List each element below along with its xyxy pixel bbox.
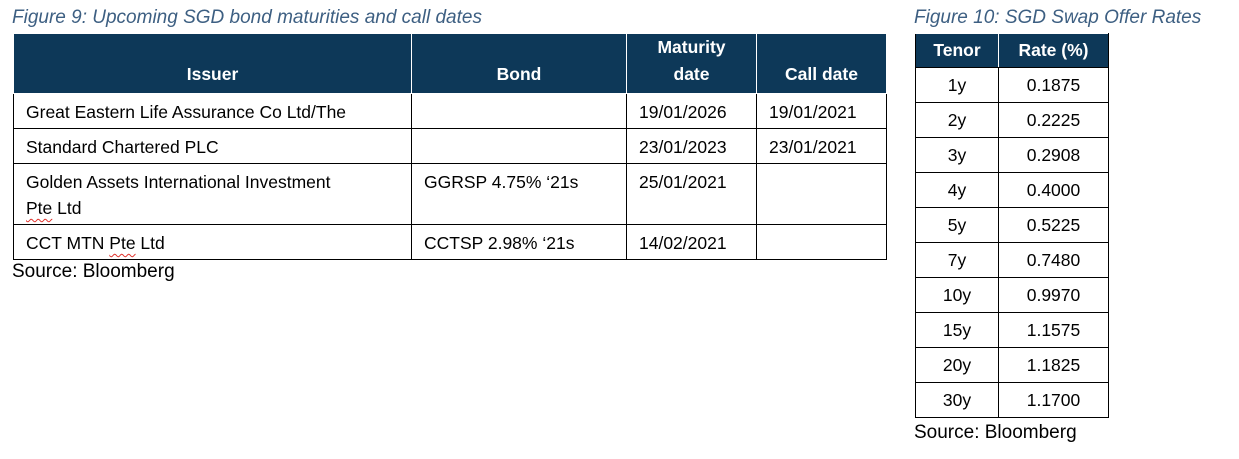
issuer-line1: Golden Assets International Investment [26,172,331,192]
maturity-date-cell: 23/01/2023 [626,128,757,164]
rate-cell: 0.9970 [998,277,1109,313]
table-row: 7y 0.7480 [915,242,1109,278]
maturity-header-line1: Maturity [657,37,726,57]
tenor-cell: 2y [915,102,999,138]
table-row: 2y 0.2225 [915,102,1109,138]
tenor-cell: 5y [915,207,999,243]
column-header-call-date: Call date [756,33,887,94]
table-header-row: Tenor Rate (%) [915,33,1109,68]
rate-cell: 0.1875 [998,67,1109,103]
column-header-bond: Bond [411,33,627,94]
bond-cell [411,128,627,164]
maturity-header-line2: date [673,64,710,84]
figure9-source: Source: Bloomberg [12,261,175,282]
spellcheck-flagged-word: Pte [26,198,53,218]
table-row: 3y 0.2908 [915,137,1109,173]
table-row: Great Eastern Life Assurance Co Ltd/The … [13,93,887,129]
tenor-cell: 15y [915,312,999,348]
issuer-pre: CCT MTN [26,233,110,253]
tenor-cell: 30y [915,382,999,418]
tenor-cell: 1y [915,67,999,103]
issuer-cell: Standard Chartered PLC [13,128,412,164]
rate-cell: 1.1825 [998,347,1109,383]
table-row: 1y 0.1875 [915,67,1109,103]
call-date-cell: 23/01/2021 [756,128,887,164]
maturity-date-cell: 25/01/2021 [626,163,757,225]
tenor-cell: 7y [915,242,999,278]
column-header-maturity-date: Maturity date [626,33,757,94]
table-row: 15y 1.1575 [915,312,1109,348]
table-row: 10y 0.9970 [915,277,1109,313]
column-header-issuer: Issuer [13,33,412,94]
rate-cell: 0.4000 [998,172,1109,208]
tenor-cell: 20y [915,347,999,383]
table-header-row: Issuer Bond Maturity date Call date [13,33,887,94]
column-header-tenor: Tenor [915,33,999,68]
maturity-date-cell: 14/02/2021 [626,224,757,260]
table-row: Golden Assets International Investment P… [13,163,887,225]
table-row: CCT MTN Pte Ltd CCTSP 2.98% ‘21s 14/02/2… [13,224,887,260]
bond-cell: GGRSP 4.75% ‘21s [411,163,627,225]
maturity-date-cell: 19/01/2026 [626,93,757,129]
table-row: 4y 0.4000 [915,172,1109,208]
issuer-post: Ltd [135,233,165,253]
issuer-cell: CCT MTN Pte Ltd [13,224,412,260]
rate-cell: 1.1575 [998,312,1109,348]
rate-cell: 0.7480 [998,242,1109,278]
tenor-cell: 10y [915,277,999,313]
rate-cell: 0.5225 [998,207,1109,243]
issuer-cell: Great Eastern Life Assurance Co Ltd/The [13,93,412,129]
figure9-title: Figure 9: Upcoming SGD bond maturities a… [12,7,482,28]
rate-cell: 0.2908 [998,137,1109,173]
tenor-cell: 3y [915,137,999,173]
bond-maturities-table: Issuer Bond Maturity date Call date Grea… [13,33,887,260]
figure10-source: Source: Bloomberg [914,422,1077,443]
table-row: Standard Chartered PLC 23/01/2023 23/01/… [13,128,887,164]
rate-cell: 1.1700 [998,382,1109,418]
swap-rates-table: Tenor Rate (%) 1y 0.1875 2y 0.2225 3y 0.2908 4… [915,33,1109,418]
call-date-cell: 19/01/2021 [756,93,887,129]
bond-cell [411,93,627,129]
figure10-title: Figure 10: SGD Swap Offer Rates [914,7,1202,28]
bond-cell: CCTSP 2.98% ‘21s [411,224,627,260]
rate-cell: 0.2225 [998,102,1109,138]
issuer-line2-rest: Ltd [52,198,82,218]
call-date-cell [756,224,887,260]
table-row: 20y 1.1825 [915,347,1109,383]
issuer-cell: Golden Assets International Investment P… [13,163,412,225]
spellcheck-flagged-word: Pte [109,233,136,253]
column-header-rate: Rate (%) [998,33,1109,68]
tenor-cell: 4y [915,172,999,208]
table-row: 5y 0.5225 [915,207,1109,243]
table-row: 30y 1.1700 [915,382,1109,418]
call-date-cell [756,163,887,225]
